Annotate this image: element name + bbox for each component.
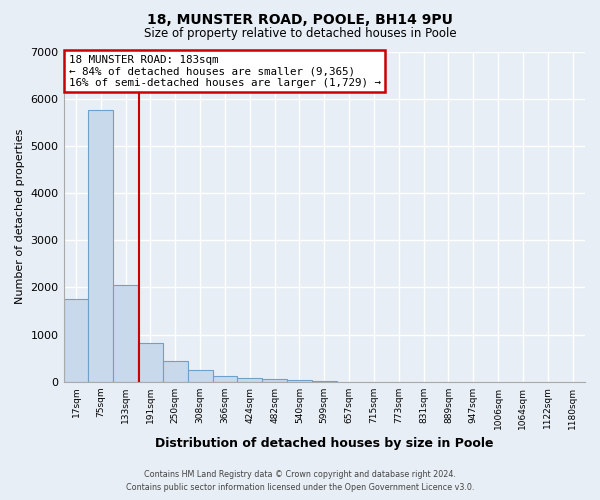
Bar — [287, 380, 312, 382]
Bar — [188, 370, 212, 382]
Bar — [163, 362, 188, 382]
Bar — [212, 376, 238, 382]
Text: Size of property relative to detached houses in Poole: Size of property relative to detached ho… — [143, 28, 457, 40]
Text: 18, MUNSTER ROAD, POOLE, BH14 9PU: 18, MUNSTER ROAD, POOLE, BH14 9PU — [147, 12, 453, 26]
Bar — [138, 342, 163, 382]
Bar — [113, 284, 138, 382]
Bar — [88, 110, 113, 382]
X-axis label: Distribution of detached houses by size in Poole: Distribution of detached houses by size … — [155, 437, 494, 450]
Y-axis label: Number of detached properties: Number of detached properties — [15, 129, 25, 304]
Bar — [64, 299, 88, 382]
Bar — [262, 380, 287, 382]
Text: 18 MUNSTER ROAD: 183sqm
← 84% of detached houses are smaller (9,365)
16% of semi: 18 MUNSTER ROAD: 183sqm ← 84% of detache… — [69, 55, 381, 88]
Text: Contains HM Land Registry data © Crown copyright and database right 2024.
Contai: Contains HM Land Registry data © Crown c… — [126, 470, 474, 492]
Bar — [238, 378, 262, 382]
